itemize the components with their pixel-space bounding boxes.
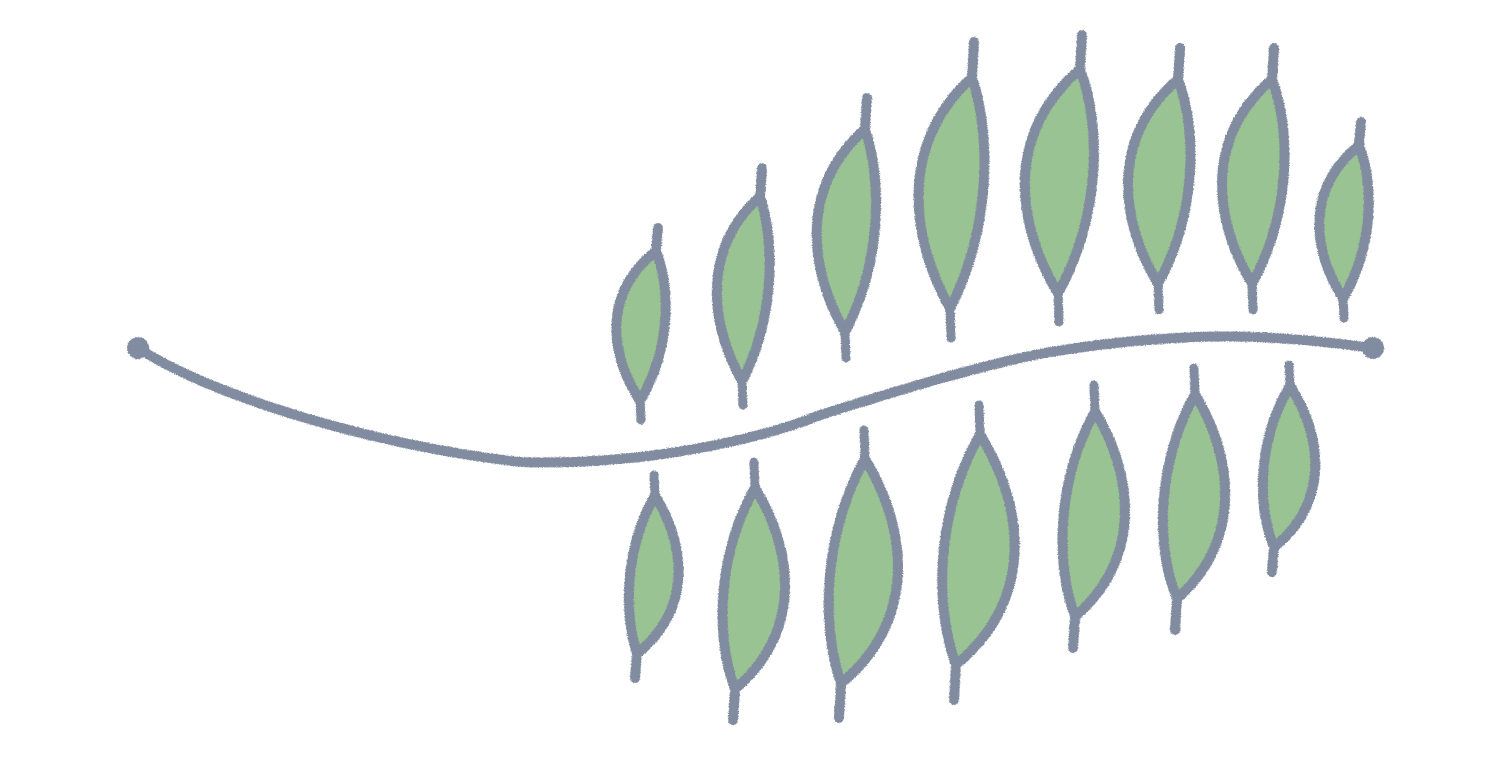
lower-leaf-blade: [937, 429, 1020, 705]
lower-leaf-blade: [717, 482, 790, 725]
upper-leaf: [1314, 117, 1374, 323]
lower-leaf-blade: [1057, 406, 1130, 653]
lower-leaf-blade: [1257, 380, 1321, 577]
upper-leaf: [1217, 43, 1290, 315]
lower-leaves: [623, 360, 1321, 725]
branch-end-dot-left: [127, 337, 149, 359]
upper-leaf-blade: [1217, 43, 1290, 289]
upper-leaf: [1019, 30, 1099, 327]
branch: [127, 331, 1384, 468]
branch-stem: [133, 331, 1378, 468]
lower-leaf: [623, 470, 684, 683]
lower-leaf-blade: [623, 490, 684, 683]
lower-leaf: [937, 400, 1020, 705]
lower-leaf-blade: [823, 453, 903, 723]
lower-leaf: [1257, 360, 1321, 577]
upper-leaf: [811, 93, 882, 363]
branch-end-dot-right: [1362, 337, 1384, 359]
upper-leaf: [611, 223, 671, 425]
upper-leaf-blade: [1314, 117, 1374, 304]
upper-leaf-blade: [1123, 43, 1196, 289]
upper-leaf-blade: [611, 223, 671, 406]
upper-leaf: [711, 163, 775, 410]
upper-leaf-blade: [913, 37, 990, 314]
lower-leaf: [823, 425, 903, 723]
upper-leaf: [913, 37, 990, 343]
lower-leaf: [1157, 363, 1231, 635]
lower-leaf-blade: [1157, 389, 1231, 635]
upper-leaf-blade: [1019, 30, 1099, 299]
upper-leaf-blade: [811, 93, 882, 337]
lower-leaf: [717, 457, 790, 725]
upper-leaf-blade: [711, 163, 775, 387]
upper-leaves: [611, 30, 1374, 425]
upper-leaf: [1123, 43, 1196, 315]
lower-leaf: [1057, 380, 1130, 653]
